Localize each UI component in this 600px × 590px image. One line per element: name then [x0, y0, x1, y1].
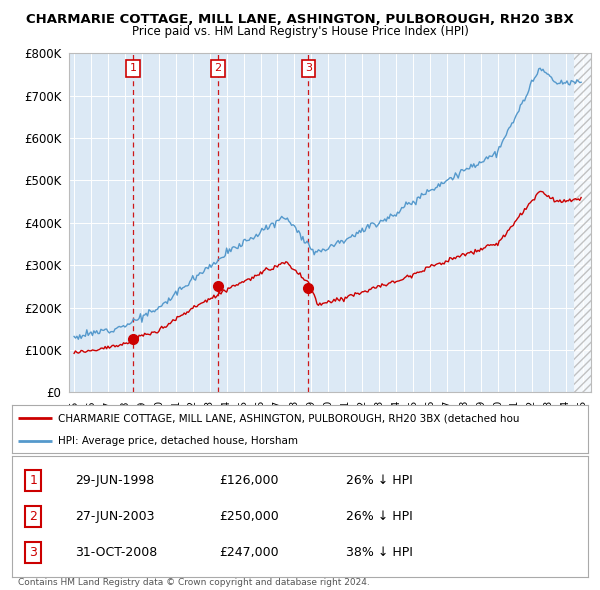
Text: 38% ↓ HPI: 38% ↓ HPI — [346, 546, 413, 559]
Text: HPI: Average price, detached house, Horsham: HPI: Average price, detached house, Hors… — [58, 436, 298, 446]
Bar — [574, 53, 591, 392]
Text: Contains HM Land Registry data © Crown copyright and database right 2024.: Contains HM Land Registry data © Crown c… — [18, 578, 370, 587]
Text: 2: 2 — [214, 63, 221, 73]
Text: 31-OCT-2008: 31-OCT-2008 — [76, 546, 158, 559]
Text: 26% ↓ HPI: 26% ↓ HPI — [346, 510, 413, 523]
Text: £247,000: £247,000 — [220, 546, 279, 559]
Text: 29-JUN-1998: 29-JUN-1998 — [76, 474, 155, 487]
Text: 3: 3 — [305, 63, 312, 73]
Text: 3: 3 — [29, 546, 37, 559]
Text: Price paid vs. HM Land Registry's House Price Index (HPI): Price paid vs. HM Land Registry's House … — [131, 25, 469, 38]
Text: CHARMARIE COTTAGE, MILL LANE, ASHINGTON, PULBOROUGH, RH20 3BX: CHARMARIE COTTAGE, MILL LANE, ASHINGTON,… — [26, 13, 574, 26]
Text: CHARMARIE COTTAGE, MILL LANE, ASHINGTON, PULBOROUGH, RH20 3BX (detached hou: CHARMARIE COTTAGE, MILL LANE, ASHINGTON,… — [58, 413, 520, 423]
Text: 1: 1 — [130, 63, 137, 73]
Text: 1: 1 — [29, 474, 37, 487]
Text: £250,000: £250,000 — [220, 510, 279, 523]
Text: £126,000: £126,000 — [220, 474, 279, 487]
Text: 2: 2 — [29, 510, 37, 523]
Text: 27-JUN-2003: 27-JUN-2003 — [76, 510, 155, 523]
Text: 26% ↓ HPI: 26% ↓ HPI — [346, 474, 413, 487]
